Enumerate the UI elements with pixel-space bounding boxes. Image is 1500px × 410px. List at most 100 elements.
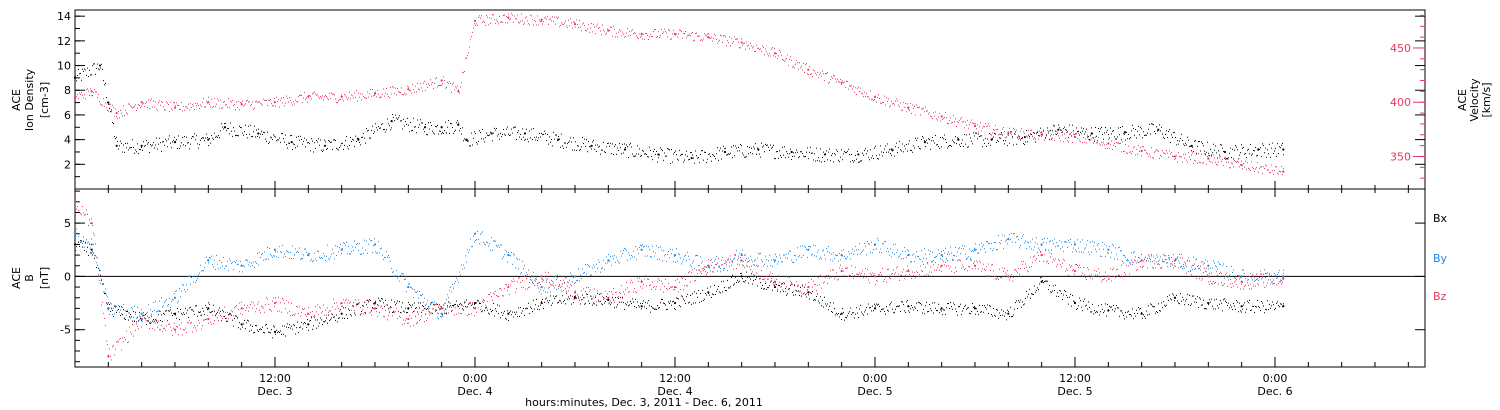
by-sample: [400, 274, 401, 276]
bx-sample: [580, 303, 581, 305]
velocity-sample: [859, 91, 860, 93]
ion-density-sample: [357, 137, 358, 139]
velocity-sample: [138, 104, 139, 106]
by-sample: [814, 255, 815, 257]
bx-sample: [1157, 311, 1158, 313]
velocity-sample: [502, 22, 503, 24]
ion-density-sample: [778, 157, 779, 159]
bx-sample: [213, 304, 214, 306]
velocity-sample: [1079, 139, 1080, 141]
ion-density-sample: [246, 133, 247, 135]
velocity-sample: [494, 19, 495, 21]
velocity-sample: [1248, 167, 1249, 169]
ion-density-sample: [827, 159, 828, 161]
ion-density-sample: [295, 147, 296, 149]
by-sample: [919, 258, 920, 260]
by-sample: [337, 246, 338, 248]
velocity-sample: [593, 23, 594, 25]
bx-sample: [468, 303, 469, 305]
ion-density-sample: [279, 137, 280, 139]
bx-point: [1282, 305, 1285, 308]
bx-sample: [106, 302, 107, 304]
velocity-sample: [1048, 130, 1049, 132]
bx-sample: [1188, 304, 1189, 306]
bx-sample: [217, 311, 218, 313]
velocity-sample: [732, 42, 733, 44]
bx-point: [407, 307, 410, 310]
ion-density-sample: [384, 128, 385, 130]
ion-density-sample: [1104, 132, 1105, 134]
ion-density-sample: [892, 150, 893, 152]
by-sample: [672, 249, 673, 251]
ion-density-sample: [269, 141, 270, 143]
velocity-sample: [725, 36, 726, 38]
bx-sample: [1096, 311, 1097, 313]
by-sample: [833, 252, 834, 254]
velocity-sample: [1203, 162, 1204, 164]
velocity-sample: [321, 97, 322, 99]
velocity-sample: [739, 47, 740, 49]
ion-density-sample: [233, 127, 234, 129]
by-sample: [372, 252, 373, 254]
by-sample: [1019, 247, 1020, 249]
by-sample: [639, 246, 640, 248]
bx-sample: [969, 312, 970, 314]
by-sample: [1007, 243, 1008, 245]
bx-sample: [750, 278, 751, 280]
by-sample: [410, 286, 411, 288]
velocity-sample: [308, 94, 309, 96]
by-sample: [606, 256, 607, 258]
bx-sample: [1143, 314, 1144, 316]
ion-density-sample: [907, 150, 908, 152]
by-sample: [187, 289, 188, 291]
by-sample: [1105, 255, 1106, 257]
ion-density-sample: [658, 157, 659, 159]
by-sample: [114, 313, 115, 315]
velocity-sample: [1020, 130, 1021, 132]
velocity-sample: [1181, 156, 1182, 158]
bx-sample: [866, 306, 867, 308]
bx-sample: [1053, 285, 1054, 287]
by-sample: [987, 241, 988, 243]
ion-density-sample: [990, 144, 991, 146]
bx-sample: [413, 311, 414, 313]
velocity-sample: [1225, 156, 1226, 158]
ion-density-sample: [1274, 150, 1275, 152]
by-sample: [394, 275, 395, 277]
velocity-sample: [1034, 137, 1035, 139]
ion-density-sample: [1048, 132, 1049, 134]
bx-sample: [437, 303, 438, 305]
velocity-sample: [114, 115, 115, 117]
bx-sample: [798, 290, 799, 292]
bx-sample: [795, 294, 796, 296]
ion-density-sample: [738, 146, 739, 148]
ion-density-sample: [1192, 146, 1193, 148]
velocity-sample: [853, 86, 854, 88]
bx-sample: [1044, 281, 1045, 283]
ion-density-point: [1123, 131, 1127, 134]
bx-sample: [707, 287, 708, 289]
bx-sample: [1015, 302, 1016, 304]
ion-density-sample: [549, 136, 550, 138]
bx-sample: [390, 306, 391, 308]
velocity-axis-label-line1: ACE: [1456, 89, 1469, 111]
by-sample: [446, 298, 447, 300]
bx-sample: [995, 315, 996, 317]
ion-density-sample: [629, 144, 630, 146]
bx-sample: [911, 305, 912, 307]
velocity-sample: [1023, 131, 1024, 133]
bx-sample: [661, 298, 662, 300]
velocity-sample: [769, 53, 770, 55]
by-sample: [90, 247, 91, 249]
bx-sample: [1207, 302, 1208, 304]
velocity-sample: [1218, 161, 1219, 163]
bx-sample: [1114, 310, 1115, 312]
ion-density-sample: [849, 154, 850, 156]
bx-sample: [1193, 295, 1194, 297]
by-sample: [384, 256, 385, 258]
by-sample: [1168, 257, 1169, 259]
ion-density-sample: [514, 126, 515, 128]
velocity-sample: [228, 98, 229, 100]
bx-sample: [658, 307, 659, 309]
ion-density-sample: [1085, 131, 1086, 133]
